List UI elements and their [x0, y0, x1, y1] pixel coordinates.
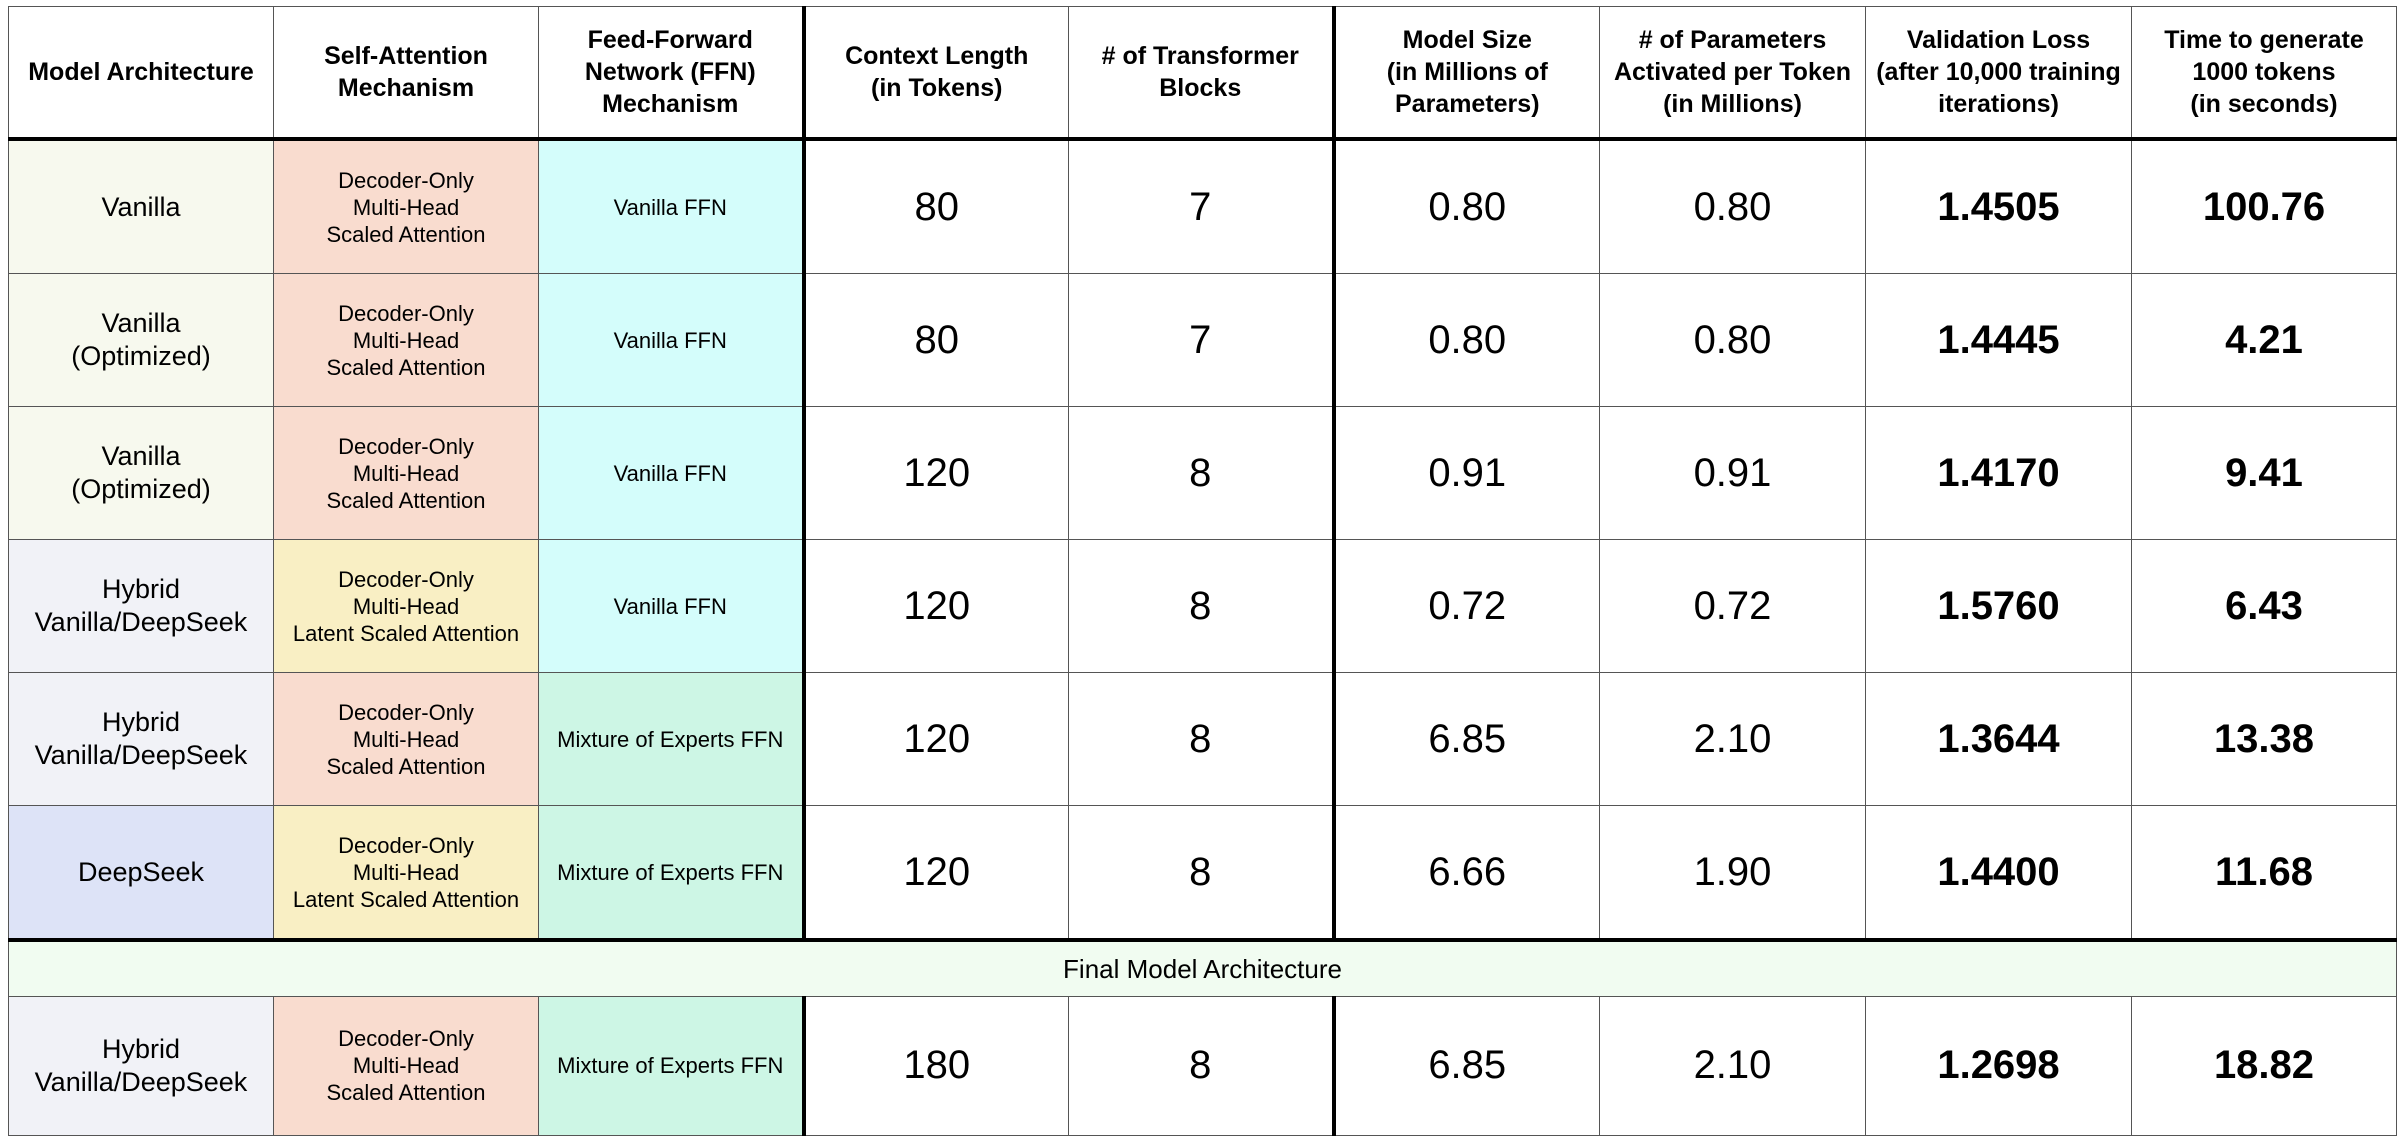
cell-validation-loss: 1.4445: [1865, 273, 2132, 408]
cell-params-activated: 2.10: [1599, 995, 1866, 1137]
cell-generation-time: 4.21: [2131, 273, 2397, 408]
cell-self-attention: Decoder-Only Multi-Head Latent Scaled Atte…: [273, 805, 539, 941]
table-row: Hybrid Vanilla/DeepSeek Decoder-Only Multi…: [8, 539, 2397, 674]
cell-model-architecture: Vanilla (Optimized): [8, 406, 274, 541]
header-self-attention: Self-Attention Mechanism: [273, 6, 539, 141]
cell-context-length: 80: [801, 273, 1069, 408]
cell-transformer-blocks: 7: [1068, 273, 1336, 408]
table-body: Vanilla Decoder-Only Multi-Head Scaled Att…: [8, 138, 2397, 1137]
final-architecture-banner-row: Final Model Architecture: [8, 938, 2397, 997]
cell-generation-time: 100.76: [2131, 138, 2397, 275]
cell-generation-time: 18.82: [2131, 995, 2397, 1137]
cell-transformer-blocks: 8: [1068, 406, 1336, 541]
header-context-length: Context Length (in Tokens): [801, 6, 1069, 141]
model-comparison-table: Model Architecture Self-Attention Mechan…: [8, 6, 2397, 1137]
cell-ffn: Mixture of Experts FFN: [538, 995, 804, 1137]
table-row: DeepSeek Decoder-Only Multi-Head Latent Sc…: [8, 805, 2397, 941]
final-architecture-banner: Final Model Architecture: [8, 938, 2397, 997]
cell-self-attention: Decoder-Only Multi-Head Scaled Attention: [273, 273, 539, 408]
header-row: Model Architecture Self-Attention Mechan…: [8, 6, 2397, 141]
cell-model-size: 6.66: [1333, 805, 1600, 941]
cell-transformer-blocks: 8: [1068, 995, 1336, 1137]
header-validation-loss: Validation Loss (after 10,000 training i…: [1865, 6, 2132, 141]
cell-transformer-blocks: 8: [1068, 805, 1336, 941]
cell-model-architecture: Vanilla (Optimized): [8, 273, 274, 408]
cell-model-architecture: DeepSeek: [8, 805, 274, 941]
cell-model-architecture: Hybrid Vanilla/DeepSeek: [8, 995, 274, 1137]
cell-validation-loss: 1.3644: [1865, 672, 2132, 807]
cell-model-size: 0.72: [1333, 539, 1600, 674]
cell-params-activated: 2.10: [1599, 672, 1866, 807]
cell-ffn: Mixture of Experts FFN: [538, 805, 804, 941]
cell-ffn: Vanilla FFN: [538, 138, 804, 275]
cell-transformer-blocks: 8: [1068, 539, 1336, 674]
cell-model-architecture: Hybrid Vanilla/DeepSeek: [8, 539, 274, 674]
cell-ffn: Vanilla FFN: [538, 273, 804, 408]
cell-params-activated: 0.80: [1599, 273, 1866, 408]
final-table-row: Hybrid Vanilla/DeepSeek Decoder-Only Multi…: [8, 995, 2397, 1137]
cell-self-attention: Decoder-Only Multi-Head Scaled Attention: [273, 138, 539, 275]
header-model-architecture: Model Architecture: [8, 6, 274, 141]
comparison-table-container: Model Architecture Self-Attention Mechan…: [8, 6, 2397, 1137]
table-row: Vanilla (Optimized) Decoder-Only Multi-Hea…: [8, 406, 2397, 541]
cell-model-size: 0.91: [1333, 406, 1600, 541]
cell-validation-loss: 1.4400: [1865, 805, 2132, 941]
cell-model-size: 0.80: [1333, 273, 1600, 408]
cell-self-attention: Decoder-Only Multi-Head Scaled Attention: [273, 406, 539, 541]
cell-params-activated: 0.80: [1599, 138, 1866, 275]
cell-validation-loss: 1.5760: [1865, 539, 2132, 674]
header-generation-time: Time to generate 1000 tokens (in seconds…: [2131, 6, 2397, 141]
cell-context-length: 180: [801, 995, 1069, 1137]
header-transformer-blocks: # of Transformer Blocks: [1068, 6, 1336, 141]
cell-model-size: 0.80: [1333, 138, 1600, 275]
cell-validation-loss: 1.4170: [1865, 406, 2132, 541]
cell-self-attention: Decoder-Only Multi-Head Scaled Attention: [273, 672, 539, 807]
cell-ffn: Vanilla FFN: [538, 406, 804, 541]
cell-params-activated: 0.91: [1599, 406, 1866, 541]
cell-params-activated: 1.90: [1599, 805, 1866, 941]
cell-model-architecture: Vanilla: [8, 138, 274, 275]
cell-ffn: Vanilla FFN: [538, 539, 804, 674]
cell-model-size: 6.85: [1333, 995, 1600, 1137]
cell-validation-loss: 1.4505: [1865, 138, 2132, 275]
cell-generation-time: 9.41: [2131, 406, 2397, 541]
cell-context-length: 120: [801, 672, 1069, 807]
table-row: Vanilla (Optimized) Decoder-Only Multi-Hea…: [8, 273, 2397, 408]
cell-transformer-blocks: 8: [1068, 672, 1336, 807]
cell-context-length: 120: [801, 539, 1069, 674]
table-row: Vanilla Decoder-Only Multi-Head Scaled Att…: [8, 138, 2397, 275]
header-params-activated: # of Parameters Activated per Token (in …: [1599, 6, 1866, 141]
cell-transformer-blocks: 7: [1068, 138, 1336, 275]
cell-model-architecture: Hybrid Vanilla/DeepSeek: [8, 672, 274, 807]
cell-validation-loss: 1.2698: [1865, 995, 2132, 1137]
cell-self-attention: Decoder-Only Multi-Head Latent Scaled Atte…: [273, 539, 539, 674]
cell-generation-time: 11.68: [2131, 805, 2397, 941]
cell-self-attention: Decoder-Only Multi-Head Scaled Attention: [273, 995, 539, 1137]
cell-model-size: 6.85: [1333, 672, 1600, 807]
cell-generation-time: 13.38: [2131, 672, 2397, 807]
cell-context-length: 80: [801, 138, 1069, 275]
header-ffn: Feed-Forward Network (FFN) Mechanism: [538, 6, 804, 141]
table-row: Hybrid Vanilla/DeepSeek Decoder-Only Multi…: [8, 672, 2397, 807]
cell-params-activated: 0.72: [1599, 539, 1866, 674]
cell-ffn: Mixture of Experts FFN: [538, 672, 804, 807]
cell-context-length: 120: [801, 805, 1069, 941]
cell-context-length: 120: [801, 406, 1069, 541]
cell-generation-time: 6.43: [2131, 539, 2397, 674]
header-model-size: Model Size (in Millions of Parameters): [1333, 6, 1600, 141]
